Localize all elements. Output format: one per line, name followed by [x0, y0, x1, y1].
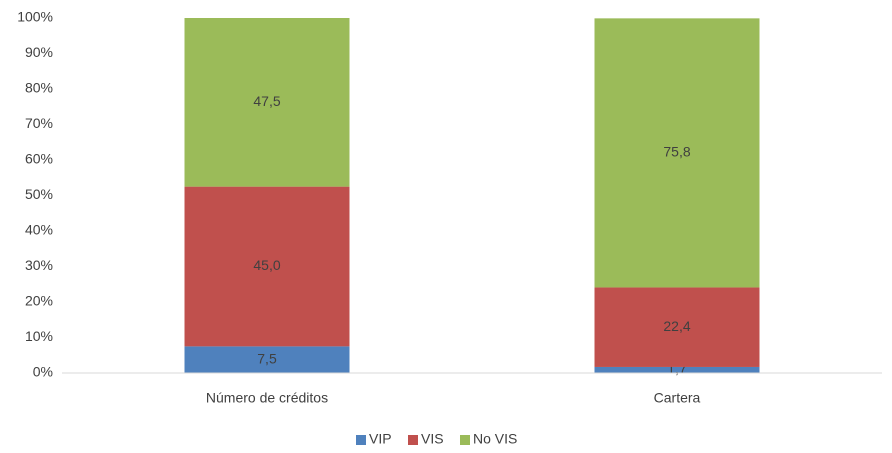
y-tick-label: 0% — [33, 364, 53, 380]
legend-swatch — [408, 435, 418, 445]
bar-segment — [594, 287, 760, 367]
bar-segment — [184, 346, 350, 373]
y-tick-label: 90% — [25, 44, 53, 60]
y-tick-label: 20% — [25, 293, 53, 309]
value-label: 45,0 — [253, 257, 280, 273]
legend-label: VIS — [421, 431, 444, 447]
legend-swatch — [460, 435, 470, 445]
legend-swatch — [356, 435, 366, 445]
legend-label: VIP — [369, 431, 392, 447]
x-tick-label: Número de créditos — [206, 390, 328, 406]
value-label: 75,8 — [663, 144, 690, 160]
value-label: 7,5 — [257, 350, 277, 366]
y-tick-label: 80% — [25, 80, 53, 96]
y-tick-label: 30% — [25, 257, 53, 273]
bar-segment — [594, 366, 760, 373]
y-tick-label: 10% — [25, 328, 53, 344]
value-label: 22,4 — [663, 318, 690, 334]
bar-segment — [594, 18, 760, 288]
y-tick-label: 100% — [17, 9, 53, 25]
bar-segment — [184, 186, 350, 347]
bar-segment — [184, 18, 350, 187]
legend-label: No VIS — [473, 431, 517, 447]
y-tick-label: 60% — [25, 151, 53, 167]
x-tick-label: Cartera — [654, 390, 701, 406]
y-tick-label: 70% — [25, 115, 53, 131]
value-label: 47,5 — [253, 93, 280, 109]
y-tick-label: 50% — [25, 186, 53, 202]
y-tick-label: 40% — [25, 222, 53, 238]
